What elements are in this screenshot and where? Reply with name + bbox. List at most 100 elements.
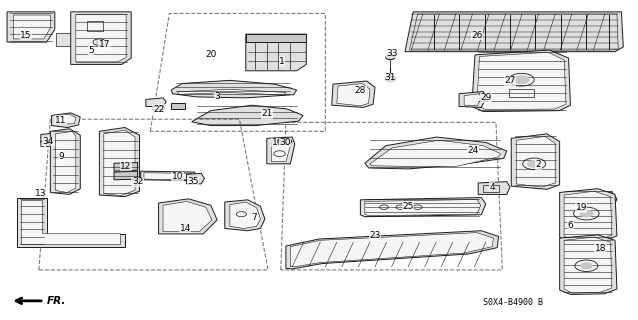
Text: 34: 34 — [43, 137, 54, 146]
Text: 31: 31 — [385, 73, 396, 82]
Text: 15: 15 — [20, 31, 32, 40]
Polygon shape — [370, 140, 500, 166]
Text: 6: 6 — [568, 221, 574, 230]
Polygon shape — [76, 14, 126, 62]
Polygon shape — [159, 199, 217, 234]
Polygon shape — [365, 199, 480, 216]
Text: 5: 5 — [88, 45, 94, 55]
Polygon shape — [100, 127, 140, 197]
Bar — [152, 106, 164, 109]
Polygon shape — [337, 84, 370, 106]
Polygon shape — [56, 33, 74, 46]
Polygon shape — [575, 194, 612, 212]
Polygon shape — [267, 137, 295, 164]
Text: 16: 16 — [272, 138, 283, 147]
Circle shape — [385, 76, 396, 81]
Polygon shape — [360, 197, 486, 217]
Polygon shape — [41, 133, 59, 142]
Polygon shape — [163, 201, 212, 232]
Text: 21: 21 — [261, 109, 272, 118]
Text: 29: 29 — [480, 93, 491, 102]
Polygon shape — [191, 105, 303, 125]
Polygon shape — [570, 192, 617, 213]
Bar — [87, 21, 103, 31]
Polygon shape — [464, 94, 481, 106]
Polygon shape — [471, 50, 570, 112]
Text: 17: 17 — [99, 40, 110, 49]
Polygon shape — [144, 173, 191, 180]
Polygon shape — [57, 114, 76, 124]
Circle shape — [514, 76, 529, 84]
Polygon shape — [511, 134, 560, 189]
Text: 33: 33 — [387, 49, 398, 58]
Polygon shape — [21, 200, 121, 244]
Polygon shape — [114, 171, 138, 180]
Polygon shape — [146, 98, 167, 107]
Text: 20: 20 — [205, 50, 216, 59]
Polygon shape — [7, 12, 55, 42]
Text: 27: 27 — [504, 76, 516, 85]
Text: 11: 11 — [56, 116, 67, 125]
Polygon shape — [246, 34, 306, 42]
Text: 26: 26 — [471, 31, 482, 40]
Text: 23: 23 — [369, 231, 381, 240]
Polygon shape — [516, 136, 555, 187]
Text: FR.: FR. — [47, 296, 66, 306]
Circle shape — [528, 161, 540, 167]
Polygon shape — [290, 233, 493, 267]
Bar — [483, 186, 499, 193]
Polygon shape — [172, 103, 185, 109]
Polygon shape — [478, 182, 510, 195]
Polygon shape — [52, 113, 80, 127]
Polygon shape — [271, 139, 290, 162]
Text: 7: 7 — [251, 213, 257, 222]
Text: S0X4-B4900 B: S0X4-B4900 B — [483, 298, 543, 307]
Polygon shape — [17, 197, 125, 247]
Polygon shape — [564, 237, 612, 293]
Bar — [508, 89, 534, 97]
Polygon shape — [230, 202, 260, 228]
Text: 3: 3 — [214, 92, 220, 101]
Polygon shape — [141, 171, 195, 181]
Polygon shape — [560, 235, 617, 294]
Text: 35: 35 — [187, 177, 198, 186]
Text: 22: 22 — [153, 105, 164, 114]
Polygon shape — [246, 34, 306, 71]
Polygon shape — [225, 200, 265, 231]
Polygon shape — [564, 191, 612, 240]
Polygon shape — [104, 130, 135, 196]
Polygon shape — [286, 231, 498, 269]
Text: 18: 18 — [595, 244, 606, 253]
Polygon shape — [50, 129, 80, 195]
Polygon shape — [56, 131, 76, 193]
Polygon shape — [405, 12, 623, 52]
Text: 28: 28 — [355, 86, 366, 95]
Text: 12: 12 — [121, 162, 132, 171]
Circle shape — [96, 41, 103, 44]
Circle shape — [283, 140, 288, 143]
Circle shape — [386, 55, 395, 60]
Text: 30: 30 — [279, 138, 291, 147]
Polygon shape — [13, 15, 50, 39]
Polygon shape — [172, 80, 297, 98]
Polygon shape — [41, 141, 53, 147]
Text: 25: 25 — [403, 202, 414, 211]
Text: 10: 10 — [172, 172, 183, 181]
Polygon shape — [114, 163, 138, 171]
Text: 32: 32 — [132, 177, 144, 186]
Polygon shape — [186, 173, 204, 184]
Text: 8: 8 — [44, 140, 50, 149]
Polygon shape — [560, 189, 617, 243]
Circle shape — [581, 263, 592, 269]
Polygon shape — [332, 81, 375, 108]
Polygon shape — [177, 89, 286, 95]
Text: 4: 4 — [489, 183, 495, 192]
Text: 14: 14 — [180, 224, 191, 233]
Text: 13: 13 — [35, 189, 47, 198]
Text: 24: 24 — [468, 146, 478, 155]
Circle shape — [580, 210, 593, 217]
Polygon shape — [365, 137, 507, 169]
Text: 19: 19 — [575, 203, 587, 212]
Text: 1: 1 — [279, 57, 285, 66]
Text: 9: 9 — [58, 152, 64, 161]
